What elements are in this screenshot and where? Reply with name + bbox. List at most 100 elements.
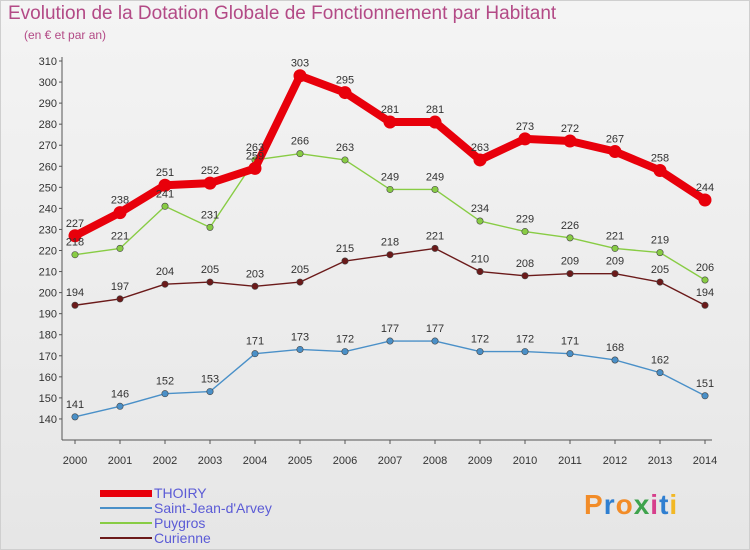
data-label-puygros: 226: [561, 220, 579, 232]
data-label-thoiry: 259: [246, 150, 264, 162]
chart-title: Evolution de la Dotation Globale de Fonc…: [8, 3, 557, 24]
y-tick-label: 230: [39, 224, 57, 236]
data-label-curienne: 194: [66, 287, 84, 299]
y-tick-label: 270: [39, 140, 57, 152]
x-tick-label: 2000: [63, 455, 87, 467]
data-label-puygros: 218: [66, 237, 84, 249]
data-label-curienne: 215: [336, 243, 354, 255]
data-label-thoiry: 267: [606, 134, 624, 146]
x-tick-label: 2013: [648, 455, 672, 467]
data-point-puygros: [431, 185, 439, 193]
data-label-thoiry: 244: [696, 182, 714, 194]
data-label-curienne: 205: [201, 264, 219, 276]
data-label-thoiry: 295: [336, 75, 354, 87]
data-label-curienne: 197: [111, 281, 129, 293]
x-tick-label: 2011: [558, 455, 582, 467]
data-point-thoiry: [518, 132, 532, 146]
data-point-curienne: [71, 301, 79, 309]
data-point-puygros: [206, 223, 214, 231]
data-label-puygros: 234: [471, 203, 489, 215]
x-tick-label: 2002: [153, 455, 177, 467]
data-point-thoiry: [248, 161, 262, 175]
x-tick-label: 2005: [288, 455, 312, 467]
data-point-puygros: [296, 150, 304, 158]
data-label-thoiry: 238: [111, 195, 129, 207]
y-tick-label: 220: [39, 246, 57, 258]
data-label-saint-jean-d-arvey: 171: [246, 336, 264, 348]
chart-subtitle: (en € et par an): [24, 28, 107, 42]
data-label-thoiry: 303: [291, 58, 309, 70]
data-point-thoiry: [653, 163, 667, 177]
data-point-curienne: [206, 278, 214, 286]
data-point-thoiry: [698, 193, 712, 207]
y-tick-label: 210: [39, 267, 57, 279]
data-label-puygros: 263: [246, 142, 264, 154]
data-label-saint-jean-d-arvey: 162: [651, 355, 669, 367]
data-point-puygros: [521, 228, 529, 236]
y-tick-label: 290: [39, 98, 57, 110]
data-label-puygros: 221: [606, 230, 624, 242]
x-tick-label: 2012: [603, 455, 627, 467]
data-point-saint-jean-d-arvey: [386, 337, 394, 345]
y-tick-label: 250: [39, 182, 57, 194]
data-point-curienne: [116, 295, 124, 303]
data-label-saint-jean-d-arvey: 177: [381, 323, 399, 335]
x-tick-label: 2007: [378, 455, 402, 467]
data-label-thoiry: 281: [426, 104, 444, 116]
y-tick-label: 240: [39, 203, 57, 215]
data-label-saint-jean-d-arvey: 152: [156, 376, 174, 388]
data-point-saint-jean-d-arvey: [251, 350, 259, 358]
y-tick-label: 260: [39, 161, 57, 173]
data-label-saint-jean-d-arvey: 177: [426, 323, 444, 335]
data-point-curienne: [476, 268, 484, 276]
data-label-thoiry: 281: [381, 104, 399, 116]
data-label-thoiry: 258: [651, 152, 669, 164]
data-label-curienne: 221: [426, 230, 444, 242]
data-point-thoiry: [608, 145, 622, 159]
y-tick-label: 200: [39, 288, 57, 300]
data-point-puygros: [476, 217, 484, 225]
data-point-puygros: [701, 276, 709, 284]
data-label-puygros: 249: [426, 171, 444, 183]
data-label-curienne: 209: [606, 256, 624, 268]
data-label-curienne: 208: [516, 258, 534, 270]
data-point-curienne: [386, 251, 394, 259]
data-point-curienne: [566, 270, 574, 278]
data-label-puygros: 241: [156, 188, 174, 200]
legend-swatch-puygros: [100, 522, 152, 524]
data-label-saint-jean-d-arvey: 168: [606, 342, 624, 354]
data-point-thoiry: [68, 229, 82, 243]
data-point-thoiry: [293, 69, 307, 83]
data-point-curienne: [341, 257, 349, 265]
data-label-thoiry: 251: [156, 167, 174, 179]
x-tick-label: 2004: [243, 455, 267, 467]
data-label-saint-jean-d-arvey: 172: [516, 334, 534, 346]
data-point-saint-jean-d-arvey: [701, 392, 709, 400]
x-tick-label: 2008: [423, 455, 447, 467]
legend-swatch-thoiry: [100, 489, 152, 497]
y-tick-label: 310: [39, 56, 57, 68]
legend-item-curienne: Curienne: [100, 530, 211, 546]
data-label-saint-jean-d-arvey: 173: [291, 331, 309, 343]
data-point-saint-jean-d-arvey: [656, 369, 664, 377]
y-tick-label: 150: [39, 393, 57, 405]
legend-item-puygros: Puygros: [100, 515, 205, 531]
x-tick-label: 2009: [468, 455, 492, 467]
data-label-puygros: 219: [651, 235, 669, 247]
data-point-thoiry: [113, 206, 127, 220]
data-point-puygros: [656, 249, 664, 257]
data-point-curienne: [161, 280, 169, 288]
data-point-thoiry: [473, 153, 487, 167]
legend-label: Saint-Jean-d'Arvey: [154, 500, 272, 516]
y-tick-label: 300: [39, 77, 57, 89]
data-point-curienne: [611, 270, 619, 278]
data-point-saint-jean-d-arvey: [566, 350, 574, 358]
data-label-saint-jean-d-arvey: 171: [561, 336, 579, 348]
data-point-thoiry: [563, 134, 577, 148]
y-tick-label: 180: [39, 330, 57, 342]
legend-swatch-saint-jean-d-arvey: [100, 507, 152, 509]
data-point-saint-jean-d-arvey: [71, 413, 79, 421]
data-point-puygros: [386, 185, 394, 193]
data-label-thoiry: 252: [201, 165, 219, 177]
data-point-curienne: [656, 278, 664, 286]
